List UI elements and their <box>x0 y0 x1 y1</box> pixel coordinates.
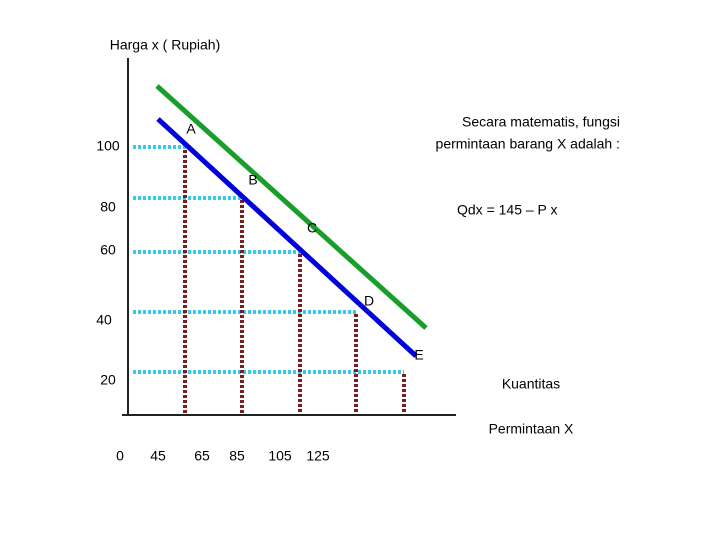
y-label: 40 <box>96 312 112 328</box>
demand-line <box>156 117 418 358</box>
annotation: permintaan barang X adalah : <box>436 136 620 152</box>
x-label: 125 <box>306 448 330 464</box>
guides <box>133 145 406 415</box>
equation: Qdx = 145 – P x <box>457 202 558 218</box>
shifted-demand-line <box>155 84 428 330</box>
y-axis-label: Harga x ( Rupiah) <box>110 37 221 53</box>
x-axis-label: Kuantitas <box>502 376 560 392</box>
y-label: 60 <box>100 242 116 258</box>
y-label: 100 <box>96 138 120 154</box>
point-label: D <box>364 293 374 309</box>
point-label: C <box>307 220 317 236</box>
x-label: 45 <box>150 448 166 464</box>
annotation: Secara matematis, fungsi <box>462 114 620 130</box>
y-label: 20 <box>100 372 116 388</box>
point-label: A <box>186 121 196 137</box>
point-label: B <box>248 172 257 188</box>
x-label: 0 <box>116 448 124 464</box>
x-axis-label: Permintaan X <box>489 421 574 437</box>
x-label: 105 <box>268 448 292 464</box>
x-label: 65 <box>194 448 210 464</box>
x-label: 85 <box>229 448 245 464</box>
point-label: E <box>414 347 423 363</box>
y-label: 80 <box>100 199 116 215</box>
